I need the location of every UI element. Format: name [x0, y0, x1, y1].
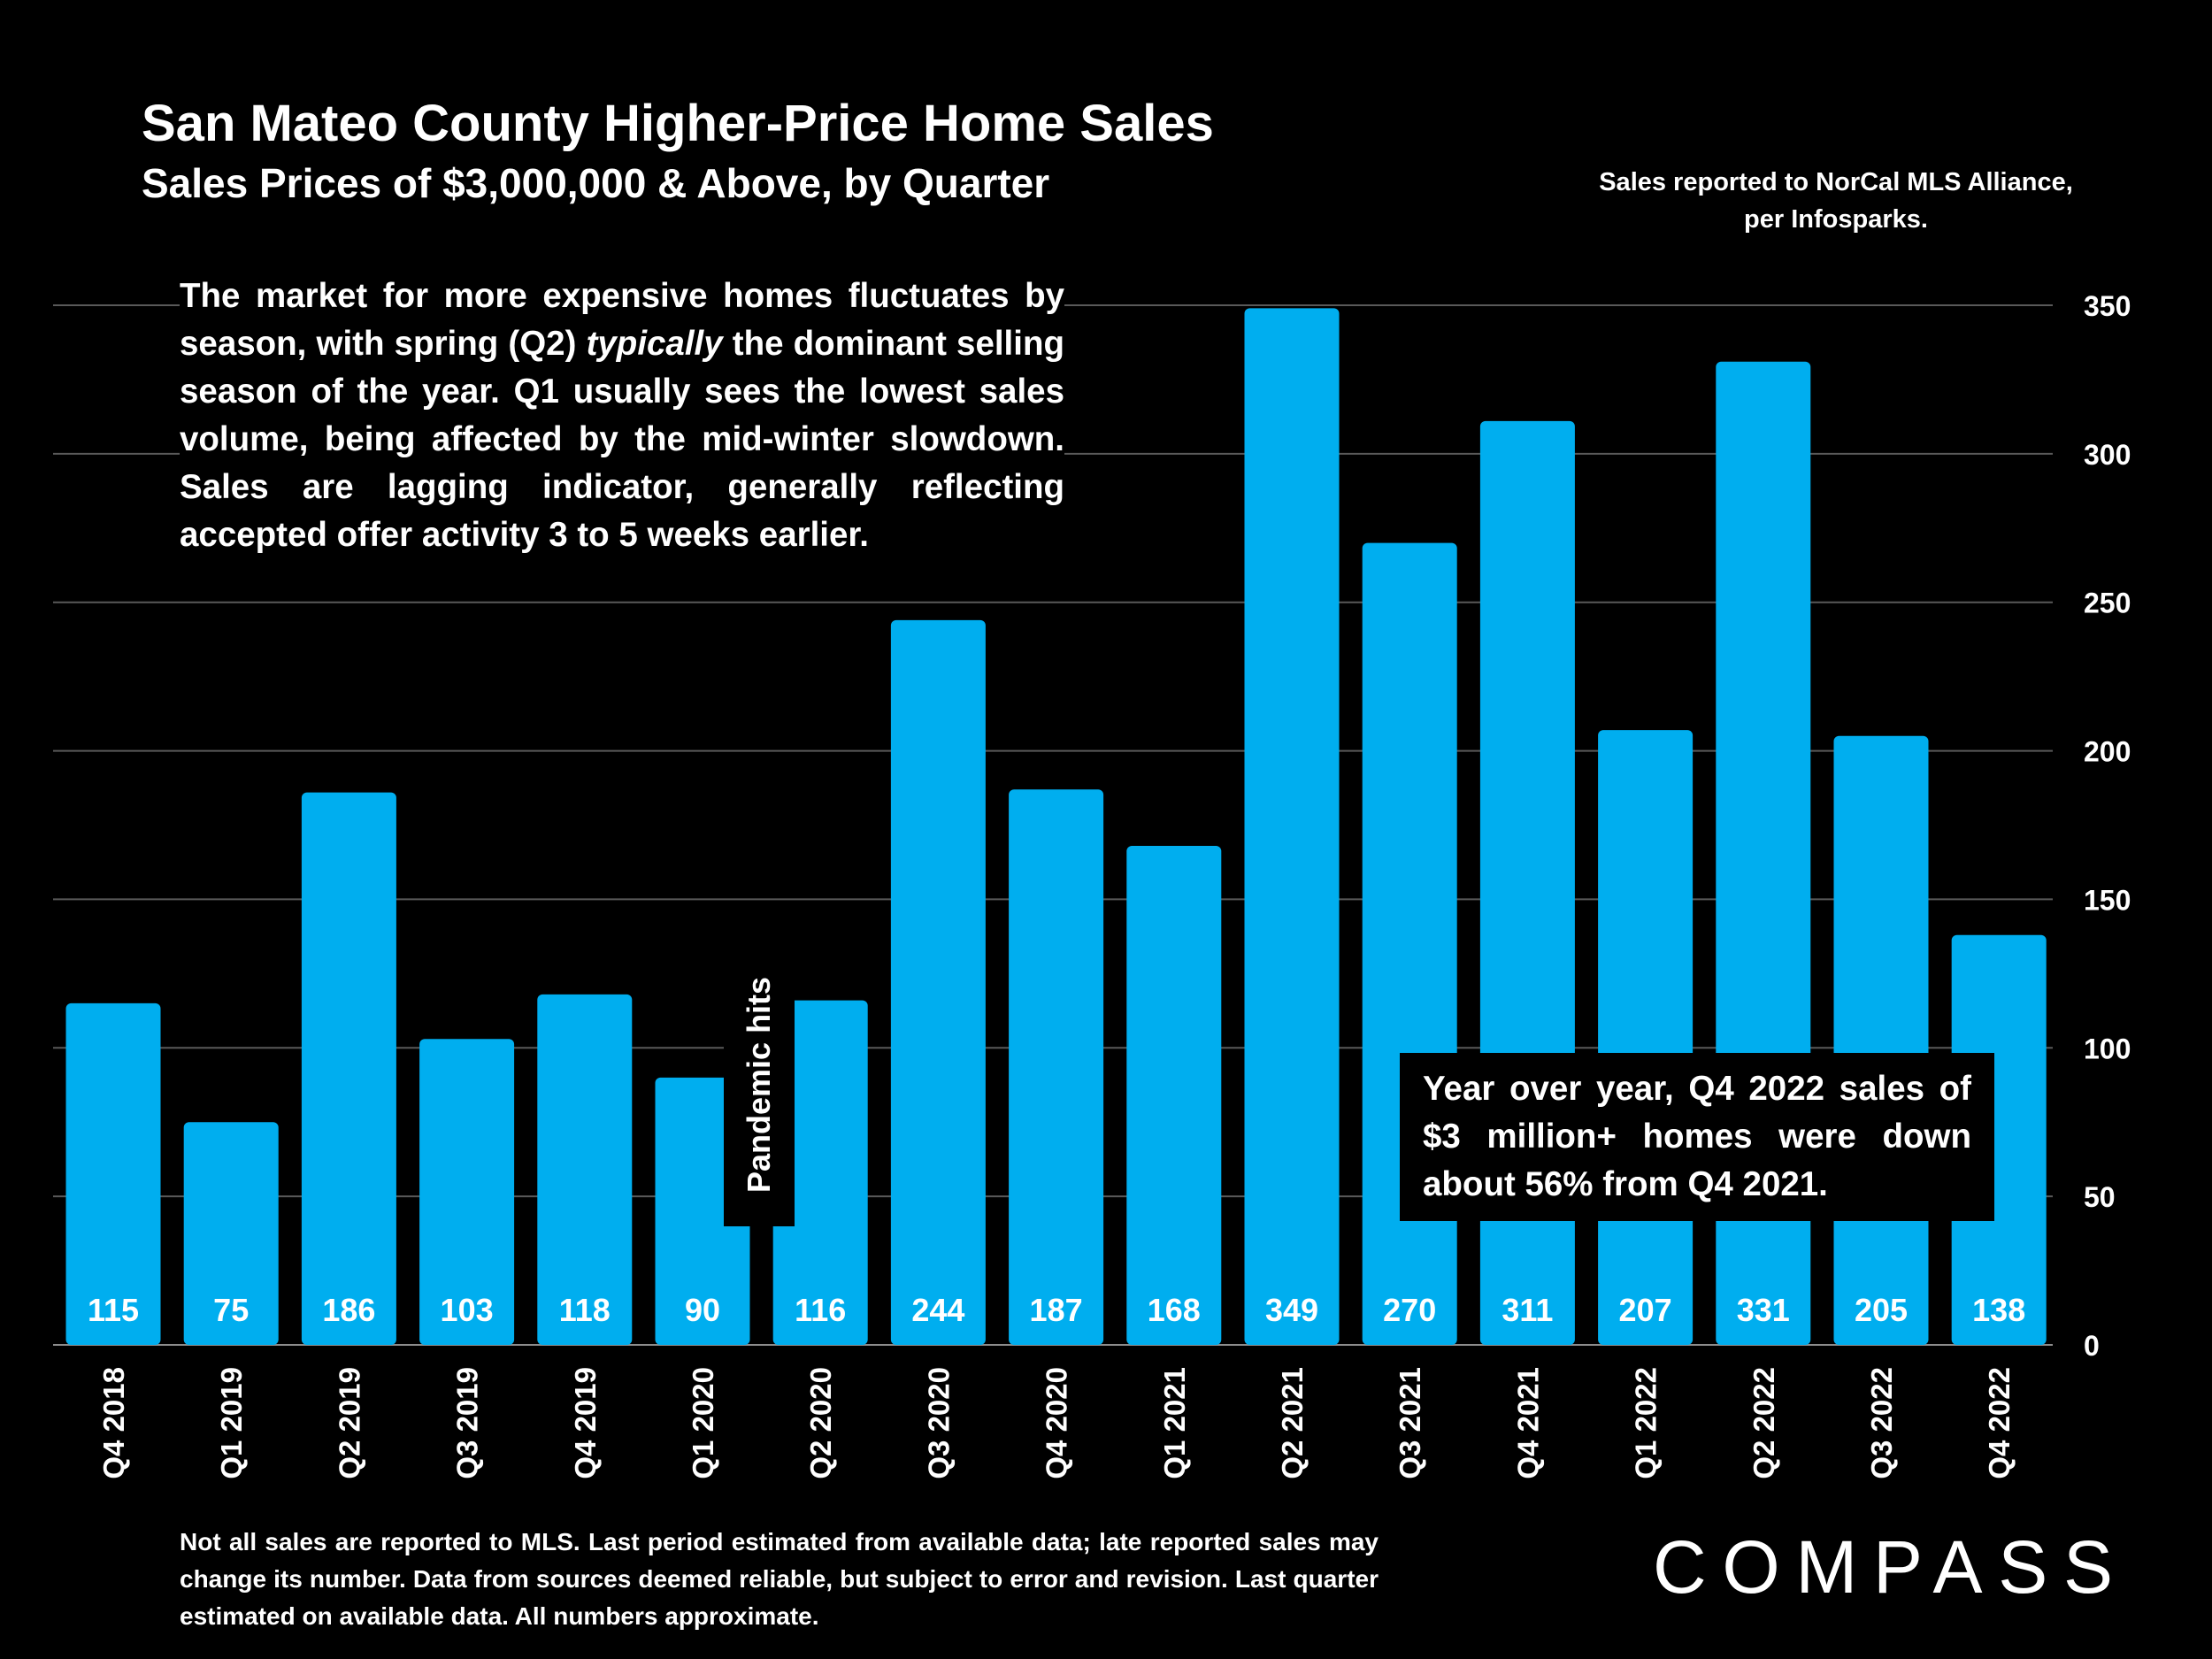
bar-value-label: 244 — [911, 1292, 964, 1328]
pandemic-annotation: Pandemic hits — [724, 964, 795, 1226]
bar-value-label: 331 — [1737, 1292, 1790, 1328]
intro-annotation: The market for more expensive homes fluc… — [180, 273, 1064, 559]
x-tick-label: Q2 2019 — [333, 1367, 365, 1479]
bar — [890, 619, 986, 1345]
intro-text-italic: typically — [586, 325, 723, 363]
y-tick-label: 0 — [2084, 1330, 2100, 1362]
bar — [301, 792, 396, 1345]
bar — [1126, 846, 1222, 1345]
footnote: Not all sales are reported to MLS. Last … — [180, 1528, 1379, 1630]
bar-value-label: 187 — [1030, 1292, 1083, 1328]
yoy-annotation: Year over year, Q4 2022 sales of $3 mill… — [1400, 1053, 1994, 1221]
y-tick-label: 200 — [2084, 736, 2131, 768]
bar — [1598, 730, 1694, 1345]
y-tick-label: 250 — [2084, 588, 2131, 619]
x-tick-label: Q2 2020 — [804, 1367, 837, 1479]
bar-value-label: 270 — [1383, 1292, 1436, 1328]
bar — [537, 994, 633, 1345]
bar — [183, 1122, 279, 1345]
y-tick-label: 150 — [2084, 884, 2131, 916]
bar-value-label: 118 — [559, 1292, 611, 1328]
bar-value-label: 116 — [795, 1292, 846, 1328]
x-tick-label: Q3 2020 — [922, 1367, 955, 1479]
x-tick-label: Q1 2020 — [687, 1367, 719, 1479]
x-tick-label: Q1 2021 — [1158, 1367, 1191, 1479]
x-tick-label: Q1 2019 — [215, 1367, 248, 1479]
bar — [419, 1039, 515, 1345]
chart-title: San Mateo County Higher-Price Home Sales — [142, 95, 1214, 152]
x-tick-label: Q4 2018 — [97, 1367, 130, 1479]
x-tick-label: Q3 2019 — [451, 1367, 484, 1479]
bar-value-label: 103 — [441, 1292, 494, 1328]
intro-text-end: the dominant selling season of the year.… — [180, 325, 1064, 554]
value-labels: 115 75 186 103 118 90 116 244 187 168 349 270 311 207… — [88, 1292, 2025, 1328]
x-tick-label: Q4 2019 — [569, 1367, 602, 1479]
x-tick-label: Q4 2021 — [1511, 1367, 1544, 1479]
x-tick-label: Q1 2022 — [1630, 1367, 1663, 1479]
bar-value-label: 186 — [322, 1292, 375, 1328]
logo-text: COMPASS — [1653, 1525, 2122, 1603]
bar-value-label: 90 — [685, 1292, 720, 1328]
bar-value-label: 205 — [1855, 1292, 1908, 1328]
y-tick-label: 100 — [2084, 1033, 2131, 1064]
bar — [65, 1002, 161, 1345]
bar-value-label: 138 — [1972, 1292, 2025, 1328]
bar-value-label: 168 — [1148, 1292, 1201, 1328]
bar — [1833, 735, 1929, 1345]
compass-logo: COMPASS — [1653, 1525, 2122, 1603]
y-tick-label: 350 — [2084, 290, 2131, 322]
y-tick-label: 50 — [2084, 1181, 2116, 1213]
x-tick-label: Q3 2022 — [1865, 1367, 1898, 1479]
bar — [1244, 308, 1340, 1345]
y-tick-labels: 0 50 100 150 200 250 300 350 — [2084, 290, 2131, 1362]
bar-value-label: 115 — [88, 1292, 139, 1328]
bar-value-label: 349 — [1265, 1292, 1318, 1328]
x-tick-labels: Q4 2018 Q1 2019 Q2 2019 Q3 2019 Q4 2019 Q1 20… — [97, 1367, 2016, 1479]
x-tick-label: Q4 2022 — [1983, 1367, 2016, 1479]
x-tick-label: Q3 2021 — [1394, 1367, 1426, 1479]
x-tick-label: Q2 2022 — [1747, 1367, 1780, 1479]
bar — [1362, 542, 1457, 1345]
bar-value-label: 207 — [1619, 1292, 1672, 1328]
bar — [1951, 934, 2047, 1345]
pandemic-label: Pandemic hits — [741, 977, 777, 1193]
chart-subtitle: Sales Prices of $3,000,000 & Above, by Q… — [142, 160, 1050, 206]
y-tick-label: 300 — [2084, 439, 2131, 471]
bars — [65, 308, 2047, 1346]
bar — [1009, 789, 1104, 1345]
bar-value-label: 311 — [1502, 1292, 1553, 1328]
source-note: Sales reported to NorCal MLS Alliance, p… — [1599, 168, 2073, 234]
bar-value-label: 75 — [213, 1292, 249, 1328]
x-tick-label: Q2 2021 — [1276, 1367, 1309, 1479]
x-tick-label: Q4 2020 — [1041, 1367, 1073, 1479]
intro-text-start: The market for more expensive homes fluc… — [180, 277, 1064, 363]
bar — [772, 1000, 868, 1345]
